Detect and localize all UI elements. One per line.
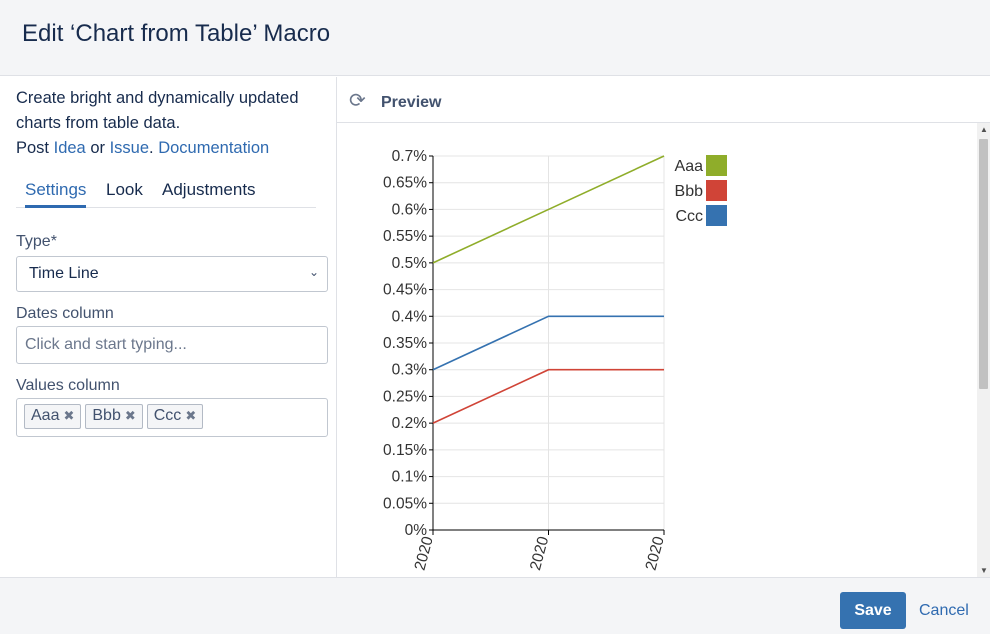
preview-area: 0% 0.05% 0.1% 0.15% 0.2% 0.25% 0.3% 0.35% 0.4% 0.…	[337, 123, 977, 577]
preview-scrollbar[interactable]: ▲ ▼	[977, 123, 990, 577]
preview-title: Preview	[381, 94, 442, 111]
x-tick-label: 2020	[643, 534, 668, 572]
y-tick-label: 0.5%	[392, 255, 428, 272]
issue-link[interactable]: Issue	[109, 139, 150, 157]
y-tick-label: 0.6%	[392, 201, 428, 218]
scrollbar-thumb[interactable]	[979, 139, 988, 389]
legend-label-ccc: Ccc	[675, 208, 703, 225]
y-tick-label: 0.4%	[392, 308, 428, 325]
y-tick-label: 0.55%	[383, 228, 427, 245]
y-tick-label: 0.35%	[383, 335, 427, 352]
documentation-link[interactable]: Documentation	[158, 139, 270, 157]
preview-header: ⟳ Preview	[337, 77, 990, 123]
dialog-footer: Save Cancel	[0, 577, 990, 634]
chevron-down-icon: ⌄	[308, 265, 319, 279]
value-tag-ccc: Ccc ✖	[146, 404, 204, 429]
refresh-icon[interactable]: ⟳	[349, 90, 366, 112]
dialog-header: Edit ‘Chart from Table’ Macro	[0, 0, 990, 76]
panel-divider	[336, 77, 337, 577]
cancel-button[interactable]: Cancel	[919, 602, 969, 619]
type-label: Type*	[16, 233, 57, 250]
series-line-ccc	[432, 315, 664, 371]
legend-swatch-ccc	[706, 205, 727, 226]
value-tag-label: Ccc	[153, 407, 182, 424]
value-tag-aaa: Aaa ✖	[24, 404, 82, 429]
scroll-down-icon[interactable]: ▼	[980, 566, 988, 575]
type-select-value: Time Line	[29, 265, 99, 282]
y-tick-label: 0.1%	[392, 469, 428, 486]
y-tick-label: 0.3%	[392, 362, 428, 379]
post-prefix: Post	[16, 139, 54, 157]
dialog-title: Edit ‘Chart from Table’ Macro	[22, 20, 331, 47]
settings-tabs: Settings Look Adjustments	[16, 178, 316, 208]
series-line-bbb	[432, 368, 664, 424]
dates-column-input[interactable]	[16, 326, 328, 364]
value-tag-bbb: Bbb ✖	[85, 404, 143, 429]
remove-tag-icon[interactable]: ✖	[63, 408, 75, 423]
value-tag-label: Aaa	[31, 407, 60, 424]
description: Create bright and dynamically updated ch…	[16, 86, 326, 161]
scroll-up-icon[interactable]: ▲	[980, 125, 988, 134]
tab-look[interactable]: Look	[106, 180, 143, 199]
x-tick-label: 2020	[412, 534, 437, 572]
remove-tag-icon[interactable]: ✖	[185, 408, 197, 423]
y-tick-label: 0.15%	[383, 442, 427, 459]
y-tick-label: 0%	[405, 522, 428, 539]
settings-panel: Create bright and dynamically updated ch…	[0, 77, 336, 577]
value-tag-label: Bbb	[92, 407, 121, 424]
y-tick-label: 0.7%	[392, 148, 428, 165]
preview-chart: 0% 0.05% 0.1% 0.15% 0.2% 0.25% 0.3% 0.35% 0.4% 0.…	[383, 148, 727, 572]
tab-settings[interactable]: Settings	[25, 180, 87, 208]
remove-tag-icon[interactable]: ✖	[124, 408, 136, 423]
legend-swatch-aaa	[706, 155, 727, 176]
dates-column-label: Dates column	[16, 305, 114, 322]
description-text: Create bright and dynamically updated ch…	[16, 89, 299, 132]
values-column-input[interactable]: Aaa ✖ Bbb ✖ Ccc ✖	[16, 398, 328, 437]
y-tick-label: 0.05%	[383, 495, 427, 512]
y-tick-label: 0.65%	[383, 175, 427, 192]
legend-label-bbb: Bbb	[675, 183, 704, 200]
series-line-aaa	[432, 155, 665, 264]
type-select[interactable]: Time Line ⌄	[16, 256, 328, 292]
y-tick-label: 0.25%	[383, 388, 427, 405]
or-text: or	[85, 139, 110, 157]
x-tick-label: 2020	[527, 534, 552, 572]
legend-swatch-bbb	[706, 180, 727, 201]
y-tick-label: 0.2%	[392, 415, 428, 432]
legend-label-aaa: Aaa	[675, 158, 704, 175]
save-button[interactable]: Save	[840, 592, 906, 629]
period-text: .	[149, 139, 154, 157]
idea-link[interactable]: Idea	[53, 139, 86, 157]
tab-adjustments[interactable]: Adjustments	[162, 180, 256, 199]
y-tick-label: 0.45%	[383, 282, 427, 299]
values-column-label: Values column	[16, 377, 120, 394]
